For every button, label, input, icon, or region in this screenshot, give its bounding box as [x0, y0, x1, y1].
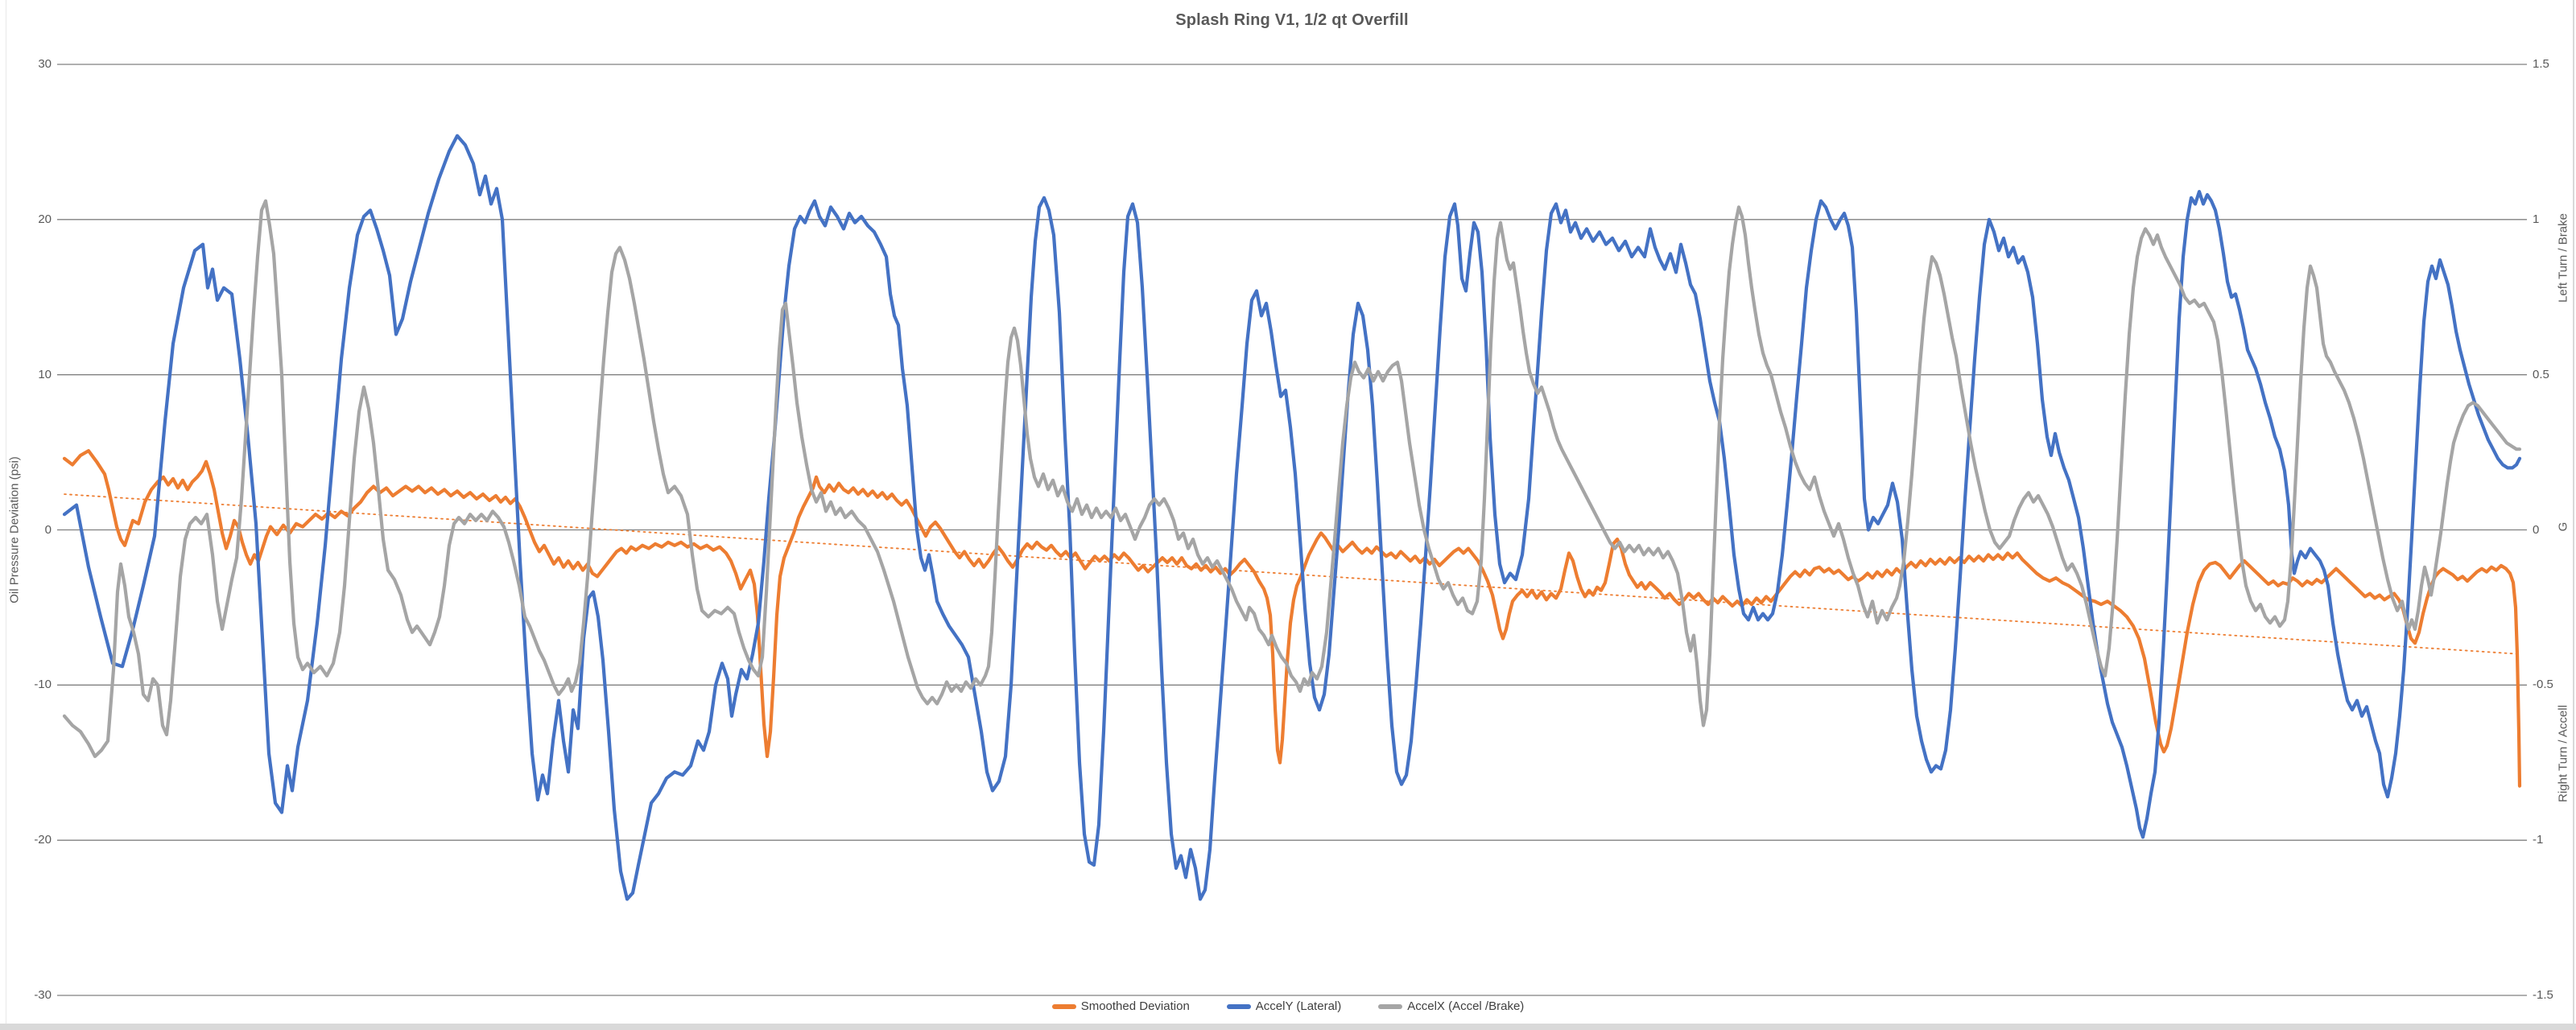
left-axis-tick-30: 30 [38, 57, 52, 71]
right-axis-tick--1: -1 [2533, 833, 2544, 847]
legend-swatch-icon [1051, 1003, 1076, 1009]
legend-item-accely-lateral: AccelY (Lateral) [1226, 999, 1342, 1013]
right-axis-tick-1.5: 1.5 [2533, 57, 2549, 71]
right-axis-tick--1.5: -1.5 [2533, 988, 2553, 1002]
right-axis-tick-0: 0 [2533, 522, 2540, 537]
series-line-smoothed-deviation [62, 449, 2522, 788]
window-bottom-edge [0, 1024, 2576, 1030]
left-axis-tick-20: 20 [38, 212, 52, 226]
window-right-edge [2573, 0, 2574, 1030]
chart-title: Splash Ring V1, 1/2 qt Overfill [1175, 11, 1409, 29]
left-axis-tick--10: -10 [34, 678, 52, 692]
right-axis-title-right-turn-accell: Right Turn / Accell [2556, 705, 2570, 802]
left-axis-tick-0: 0 [44, 522, 52, 537]
legend-label: AccelY (Lateral) [1255, 999, 1342, 1013]
legend-swatch-icon [1226, 1003, 1251, 1009]
series-line-accely-lateral [62, 134, 2522, 901]
legend: Smoothed Deviation AccelY (Lateral) AccelX… [0, 999, 2576, 1013]
right-axis-title-left-turn-brake: Left Turn / Brake [2556, 213, 2570, 303]
right-axis-tick-0.5: 0.5 [2533, 367, 2549, 381]
gridlines [57, 64, 2527, 996]
legend-item-smoothed-deviation: Smoothed Deviation [1051, 999, 1190, 1013]
legend-label: Smoothed Deviation [1080, 999, 1190, 1013]
left-axis-title: Oil Pressure Deviation (psi) [7, 456, 22, 604]
left-axis-tick--20: -20 [34, 833, 52, 847]
right-axis-tick--0.5: -0.5 [2533, 678, 2553, 692]
series-line-smoothed-deviation-linear-trend [64, 493, 2520, 655]
legend-label: AccelX (Accel /Brake) [1407, 999, 1525, 1013]
right-axis-tick-1: 1 [2533, 212, 2540, 226]
left-axis-tick--30: -30 [34, 988, 52, 1002]
series-line-accelx-accel-brake [62, 199, 2522, 759]
left-axis-tick-10: 10 [38, 367, 52, 381]
right-axis-title-g: G [2556, 521, 2570, 532]
legend-item-accelx-accel-brake: AccelX (Accel /Brake) [1378, 999, 1524, 1013]
legend-swatch-icon [1378, 1003, 1403, 1009]
